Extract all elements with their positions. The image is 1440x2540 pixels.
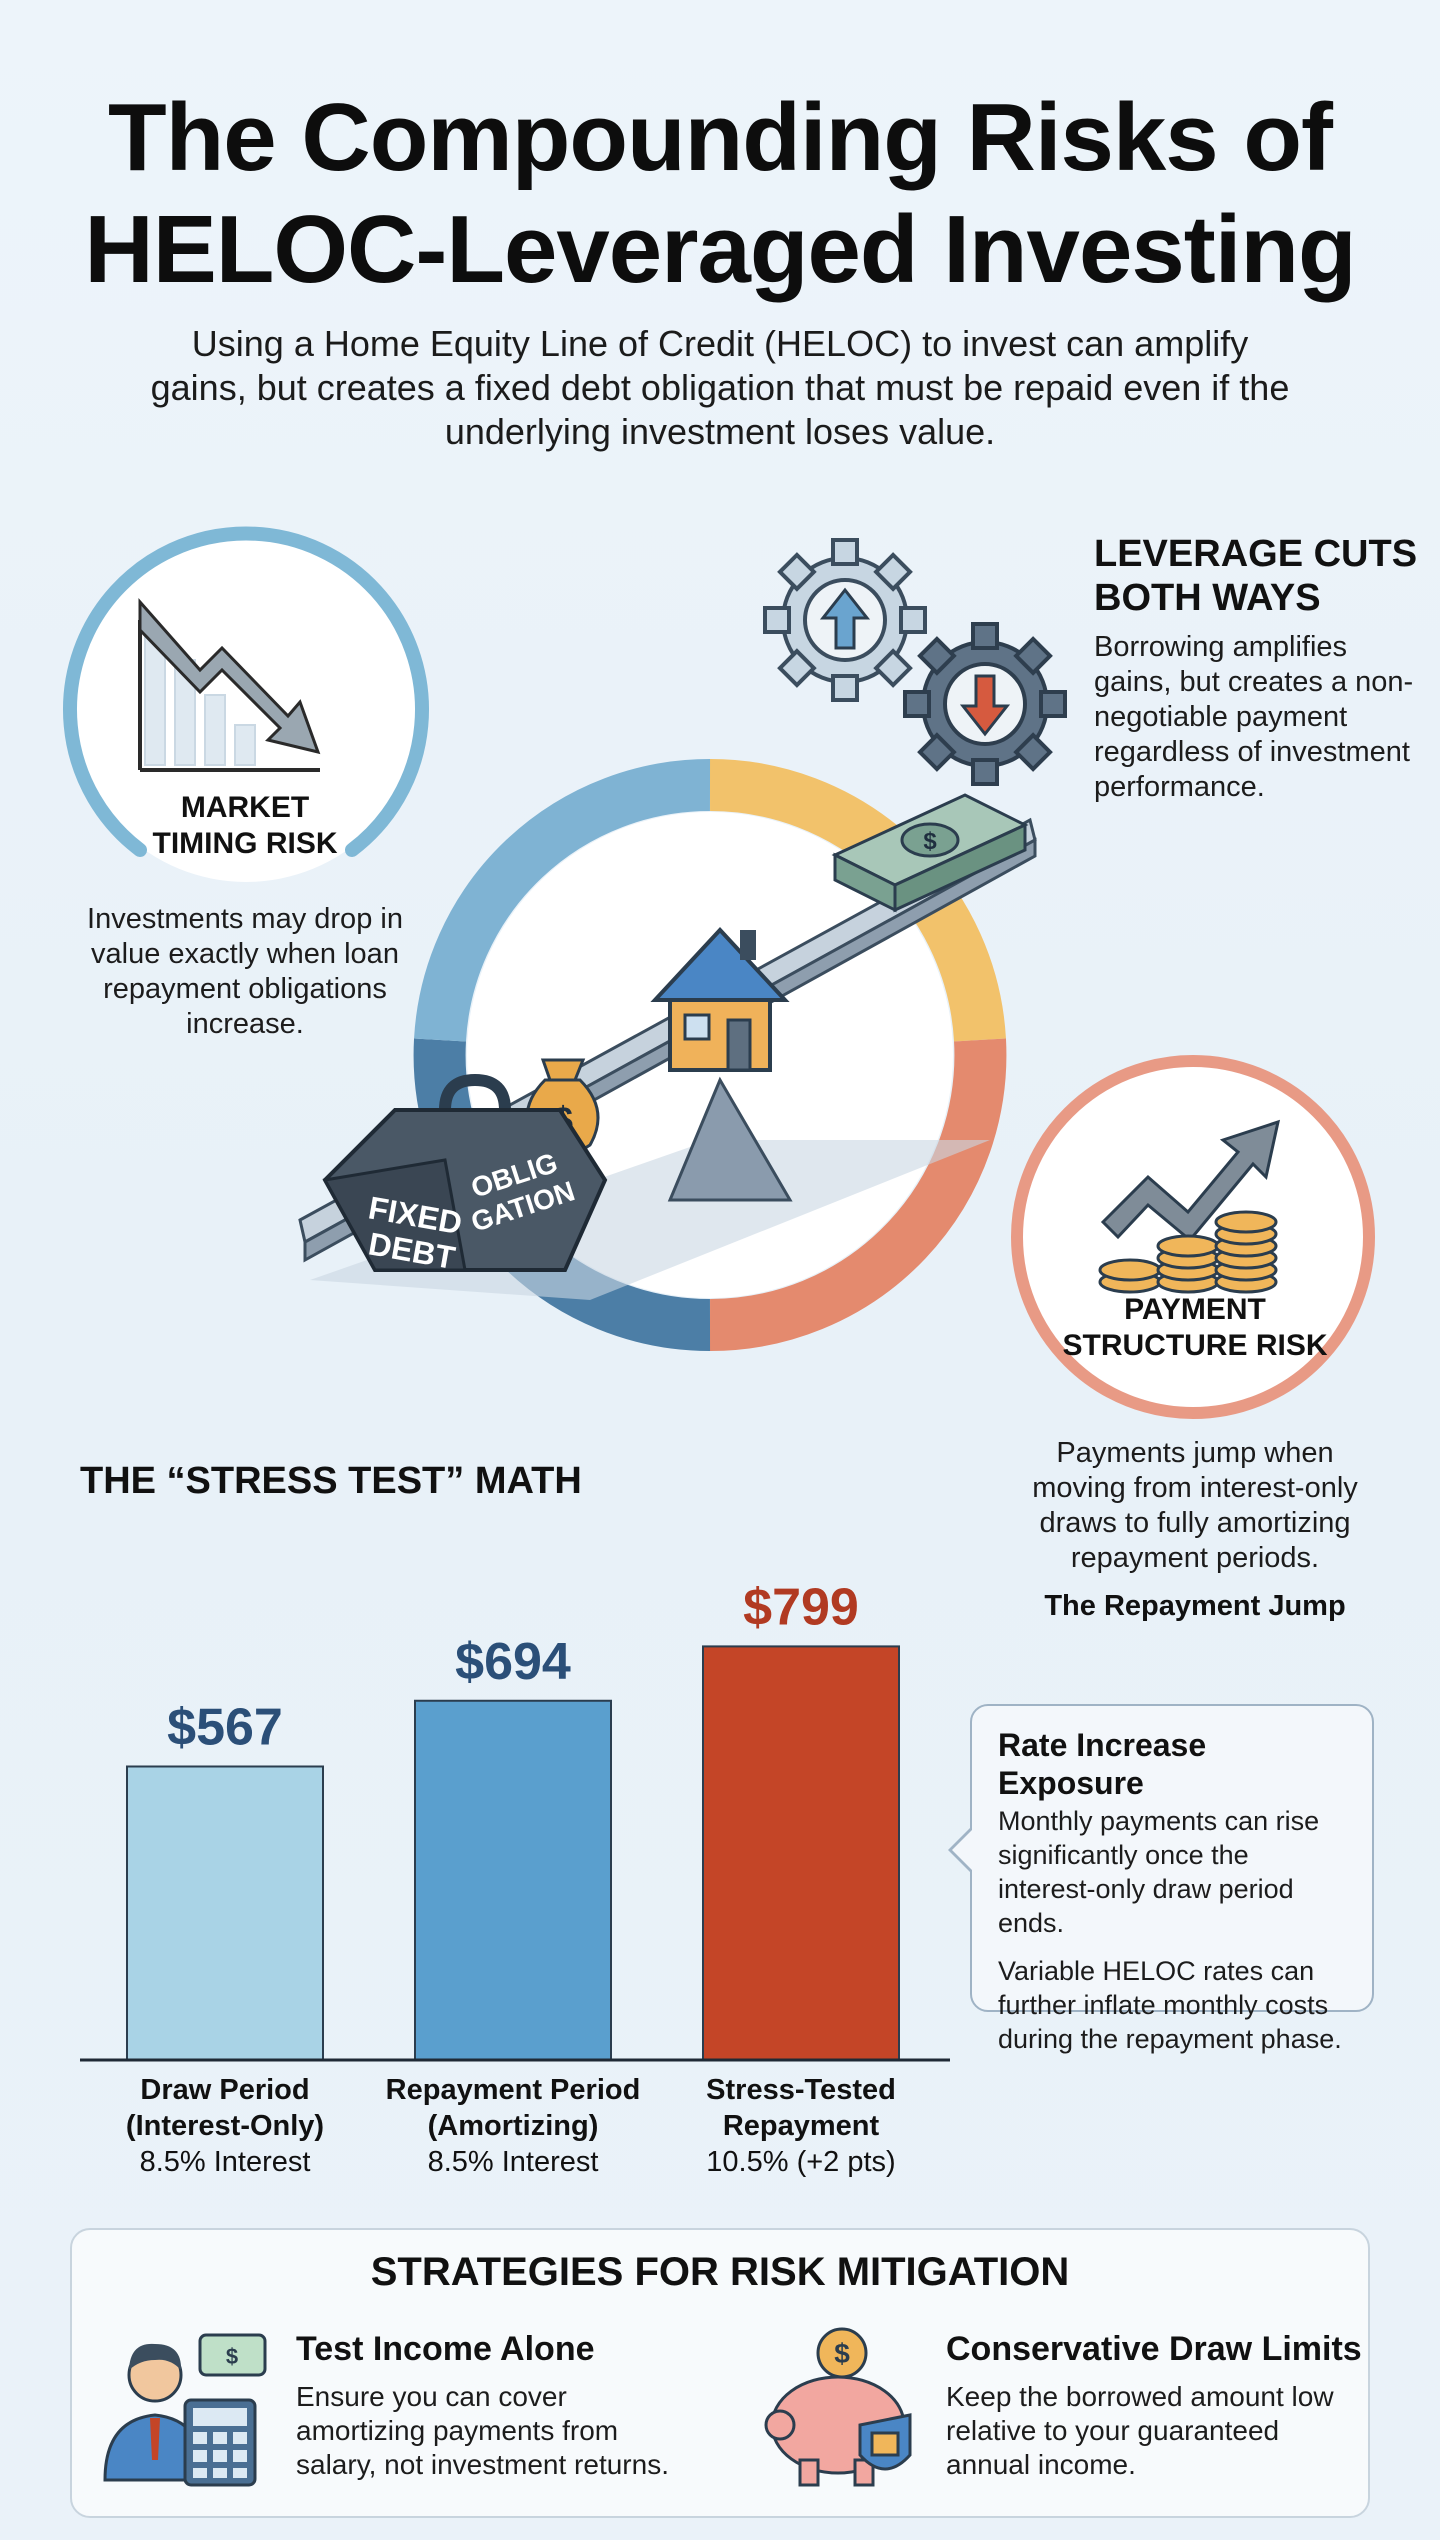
stress-test-chart: $567 $694 $799 [80,1578,950,2062]
title-line-1: The Compounding Risks of [108,84,1333,191]
x-label-2-line-1: Repayment Period [385,2074,641,2106]
market-timing-text: Investments may drop in value exactly wh… [87,903,403,1040]
x-label-3-line-1: Stress-Tested [706,2074,896,2106]
x-label-draw-period: Draw Period (Interest-Only) 8.5% Interes… [95,2072,355,2180]
leverage-title-line-1: LEVERAGE CUTS [1094,533,1418,575]
callout-pointer-inner [952,1829,973,1871]
x-label-3-line-3: 10.5% (+2 pts) [706,2146,896,2178]
callout-para-1: Monthly payments can rise significantly … [998,1806,1320,1938]
x-label-1-line-3: 8.5% Interest [139,2146,311,2178]
strategy-2-title: Conservative Draw Limits [946,2330,1362,2368]
payment-structure-label-line-2: STRUCTURE RISK [1062,1329,1328,1362]
stress-test-title: THE “STRESS TEST” MATH [80,1460,582,1502]
market-timing-icon [63,526,429,882]
strategy-2-text: Keep the borrowed amount low relative to… [946,2381,1334,2480]
x-label-3-line-2: Repayment [722,2110,880,2142]
x-label-2-line-2: (Amortizing) [427,2110,599,2142]
cash-symbol: $ [923,828,937,855]
strategy-1-title: Test Income Alone [296,2330,595,2368]
x-label-stress-tested: Stress-Tested Repayment 10.5% (+2 pts) [671,2072,931,2180]
market-timing-label: MARKET TIMING RISK [110,790,380,862]
page-title: The Compounding Risks of HELOC-Leveraged… [40,82,1400,306]
piggy-bank-lock-icon: $ [764,2327,912,2487]
svg-text:$: $ [834,2338,850,2369]
title-line-2: HELOC-Leveraged Investing [84,196,1356,303]
bar-3 [702,1645,900,2062]
payment-structure-label-line-1: PAYMENT [1124,1293,1266,1326]
leverage-title: LEVERAGE CUTS BOTH WAYS [1094,532,1424,620]
bar-value-label-2: $694 [455,1633,571,1691]
callout-para-2: Variable HELOC rates can further inflate… [998,1956,1342,2054]
bar-2 [414,1699,612,2062]
rate-increase-callout: Rate Increase Exposure Monthly payments … [970,1704,1374,2054]
x-label-1-line-2: (Interest-Only) [125,2110,325,2142]
x-label-2-line-3: 8.5% Interest [427,2146,599,2178]
strategies-panel [70,2228,1370,2518]
gears-icon [763,538,1067,786]
payment-structure-icon [1011,1055,1375,1419]
x-label-repayment-period: Repayment Period (Amortizing) 8.5% Inter… [383,2072,643,2180]
repayment-jump-label: The Repayment Jump [1044,1590,1346,1622]
payment-structure-label: PAYMENT STRUCTURE RISK [1030,1292,1360,1364]
bar-value-label-1: $567 [167,1698,283,1756]
page-subtitle: Using a Home Equity Line of Credit (HELO… [150,323,1290,452]
strategies-title: STRATEGIES FOR RISK MITIGATION [370,2250,1070,2294]
strategy-1-text: Ensure you can cover amortizing payments… [296,2381,669,2480]
svg-text:$: $ [226,2344,238,2369]
market-timing-label-line-2: TIMING RISK [152,827,338,860]
market-timing-label-line-1: MARKET [180,791,310,824]
callout-title: Rate Increase Exposure [998,1727,1207,1801]
person-calculator-icon: $ [103,2333,267,2487]
seesaw-illustration: $ $ FIXED DEBT OBLIG GATION [298,758,1037,1352]
leverage-title-line-2: BOTH WAYS [1094,577,1321,619]
bar-1 [126,1765,324,2061]
bar-value-label-3: $799 [743,1578,859,1636]
leverage-text: Borrowing amplifies gains, but creates a… [1094,631,1414,803]
x-label-1-line-1: Draw Period [140,2074,310,2106]
payment-structure-text: Payments jump when moving from interest-… [1032,1437,1358,1574]
